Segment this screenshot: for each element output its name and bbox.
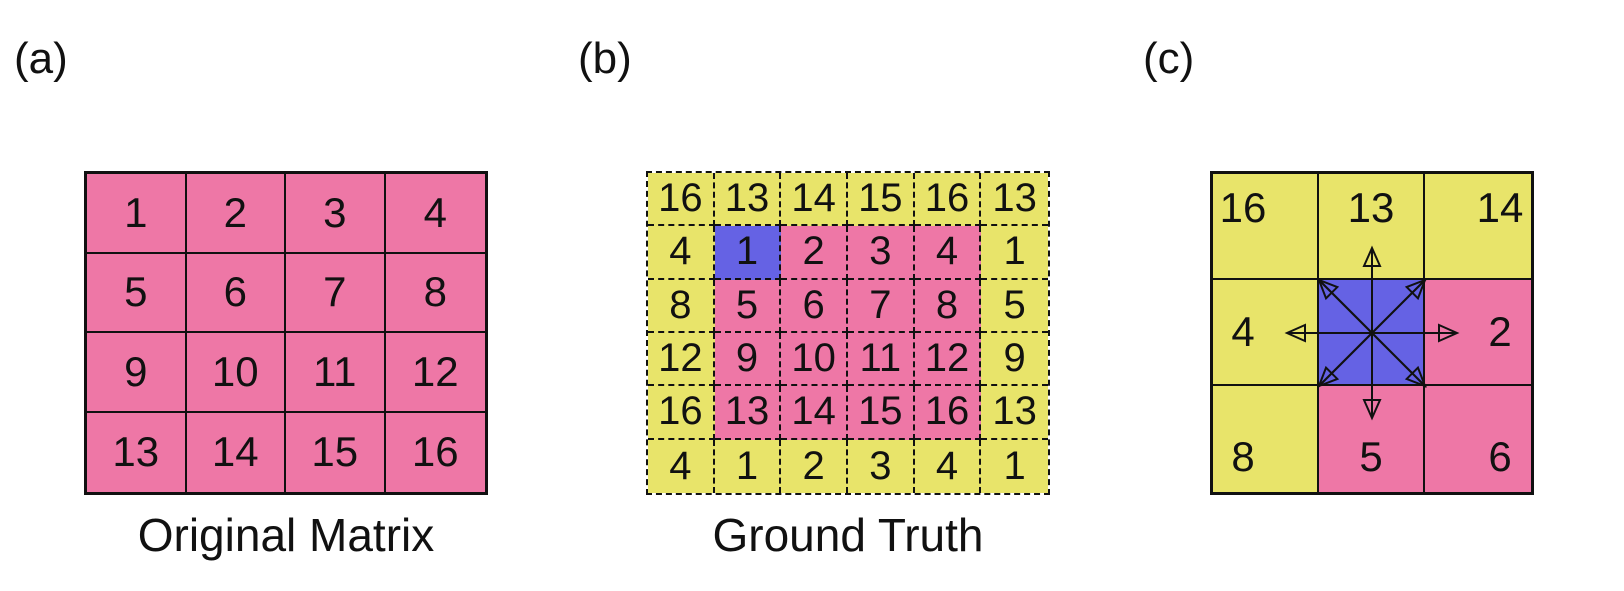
ground-truth-cell: 1 [714, 226, 782, 280]
ground-truth-cell: 13 [714, 173, 782, 227]
neighbor-cell: 16 [1213, 174, 1319, 280]
panel-label-c: (c) [1143, 34, 1195, 83]
ground-truth-cell: 3 [847, 439, 915, 493]
ground-truth-cell: 13 [981, 386, 1048, 440]
ground-truth-cell: 13 [981, 173, 1048, 227]
ground-truth-cell: 16 [648, 173, 715, 227]
matrix-a-cell: 4 [385, 174, 485, 254]
matrix-a-cell: 15 [286, 412, 386, 492]
ground-truth-cell: 11 [847, 332, 915, 387]
ground-truth-cell: 1 [981, 439, 1048, 493]
neighbor-cell-label: 13 [1347, 184, 1395, 231]
ground-truth-cell: 15 [847, 386, 915, 440]
ground-truth-cell: 5 [981, 279, 1048, 333]
ground-truth-cell: 13 [714, 386, 782, 440]
matrix-a-cell: 14 [186, 412, 286, 492]
ground-truth-cell: 1 [981, 226, 1048, 280]
neighbor-cell: 8 [1213, 386, 1319, 492]
ground-truth-cell: 9 [981, 332, 1048, 387]
matrix-a-cell: 2 [186, 174, 286, 254]
ground-truth-cell: 5 [714, 279, 782, 333]
matrix-a-cell: 9 [87, 333, 187, 413]
neighbor-cell-label: 4 [1231, 308, 1255, 355]
matrix-a-cell: 1 [87, 174, 187, 254]
ground-truth-cell: 16 [914, 386, 982, 440]
neighbor-cell: 13 [1319, 174, 1425, 280]
ground-truth-cell: 9 [714, 332, 782, 387]
neighbor-cell: 2 [1425, 280, 1531, 386]
ground-truth-cell: 1 [714, 439, 782, 493]
neighborhood-grid: 16 13 14 4 2 8 5 6 [1210, 171, 1534, 495]
ground-truth-cell: 4 [648, 439, 715, 493]
ground-truth-grid: 16 13 14 15 16 13 4 1 2 3 4 1 8 5 6 7 8 5 12 9 10 11 12 9 16 13 14… [646, 171, 1050, 495]
ground-truth-cell: 7 [847, 279, 915, 333]
matrix-a-cell: 6 [186, 253, 286, 333]
ground-truth-cell: 4 [914, 226, 982, 280]
matrix-a-cell: 7 [286, 253, 386, 333]
ground-truth-cell: 6 [781, 279, 848, 333]
neighbor-cell: 14 [1425, 174, 1531, 280]
ground-truth-cell: 14 [781, 386, 848, 440]
neighbor-cell-label: 14 [1476, 184, 1524, 231]
center-cell [1319, 280, 1425, 386]
ground-truth-caption: Ground Truth [712, 509, 984, 561]
ground-truth-cell: 2 [781, 226, 848, 280]
panel-label-b: (b) [578, 34, 632, 83]
original-matrix-caption: Original Matrix [137, 509, 435, 561]
ground-truth-cell: 4 [914, 439, 982, 493]
ground-truth-cell: 12 [648, 332, 715, 387]
neighbor-cell: 4 [1213, 280, 1319, 386]
original-matrix-grid: 1 2 3 4 5 6 7 8 9 10 11 12 13 14 15 16 [84, 171, 488, 495]
ground-truth-cell: 16 [648, 386, 715, 440]
matrix-a-cell: 8 [385, 253, 485, 333]
neighbor-cell-label: 5 [1359, 433, 1383, 480]
matrix-a-cell: 13 [87, 412, 187, 492]
ground-truth-cell: 4 [648, 226, 715, 280]
ground-truth-cell: 14 [781, 173, 848, 227]
matrix-a-cell: 3 [286, 174, 386, 254]
neighbor-cell-label: 16 [1219, 184, 1267, 231]
neighbor-cell-label: 8 [1231, 433, 1255, 480]
ground-truth-cell: 12 [914, 332, 982, 387]
ground-truth-cell: 8 [648, 279, 715, 333]
ground-truth-cell: 2 [781, 439, 848, 493]
panel-label-a: (a) [14, 34, 68, 83]
matrix-a-cell: 10 [186, 333, 286, 413]
ground-truth-cell: 10 [781, 332, 848, 387]
matrix-a-cell: 16 [385, 412, 485, 492]
matrix-a-cell: 5 [87, 253, 187, 333]
matrix-a-cell: 12 [385, 333, 485, 413]
neighbor-cell-label: 6 [1488, 433, 1512, 480]
ground-truth-cell: 15 [847, 173, 915, 227]
neighbor-cell: 6 [1425, 386, 1531, 492]
ground-truth-cell: 16 [914, 173, 982, 227]
neighbor-cell-label: 2 [1488, 308, 1512, 355]
ground-truth-cell: 8 [914, 279, 982, 333]
ground-truth-cell: 3 [847, 226, 915, 280]
matrix-a-cell: 11 [286, 333, 386, 413]
neighbor-cell: 5 [1319, 386, 1425, 492]
